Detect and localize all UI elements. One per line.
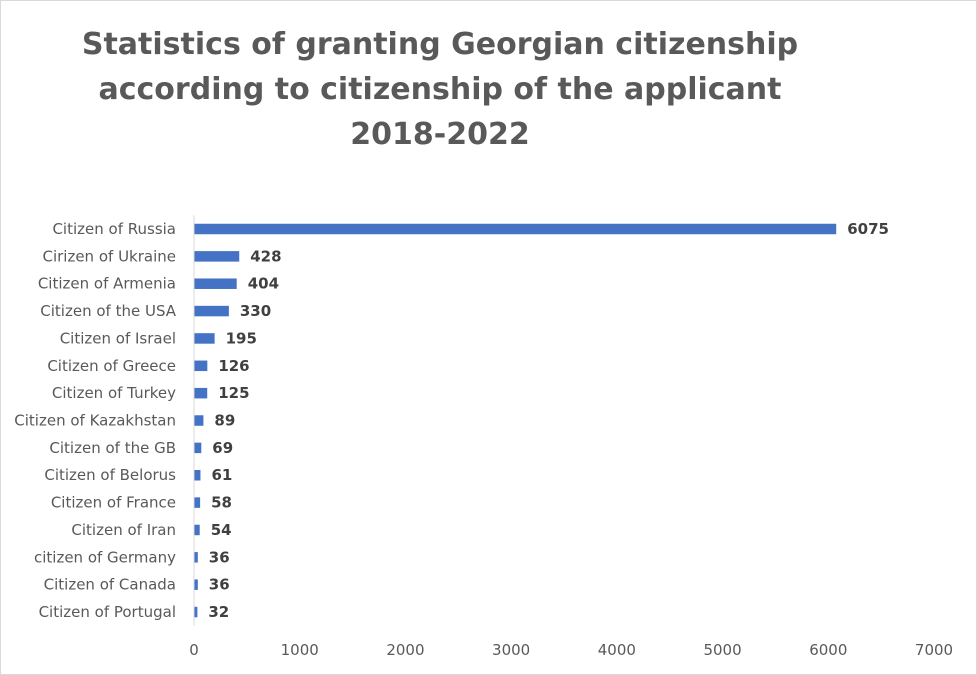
category-label: Citizen of Kazakhstan [14, 412, 176, 430]
x-tick-label: 5000 [703, 641, 741, 659]
category-label: Citizen of Greece [47, 357, 176, 375]
data-label: 404 [248, 275, 279, 293]
bar [194, 469, 201, 481]
category-label: Citizen of Israel [60, 329, 176, 347]
x-tick-label: 3000 [492, 641, 530, 659]
bar [194, 223, 837, 235]
bar [194, 415, 204, 426]
data-label: 58 [211, 494, 232, 512]
chart-title-line-3: 2018-2022 [350, 117, 530, 152]
bar [194, 305, 229, 317]
chart-title: Statistics of granting Georgian citizens… [60, 22, 820, 157]
data-labels: 6075 428 404 330 195 126 125 89 69 61 58 54 36 36 32 [208, 220, 889, 621]
data-label: 126 [218, 357, 249, 375]
x-tick-label: 7000 [915, 641, 953, 659]
data-label: 36 [209, 576, 230, 594]
x-tick-label: 6000 [809, 641, 847, 659]
data-label: 69 [212, 439, 233, 457]
data-label: 32 [208, 603, 229, 621]
category-label: citizen of Germany [34, 548, 176, 566]
category-label: Citizen of the GB [49, 439, 176, 457]
category-label: Citizen of France [51, 494, 176, 512]
bar [194, 442, 202, 454]
bar [194, 552, 198, 563]
bar [194, 251, 240, 262]
data-label: 125 [218, 384, 249, 402]
category-labels: Citizen of Russia Cirizen of Ukraine Citiz… [14, 220, 176, 621]
bar [194, 524, 200, 536]
x-tick-label: 4000 [598, 641, 636, 659]
data-label: 428 [250, 247, 281, 265]
data-label: 6075 [847, 220, 889, 238]
category-label: Citizen of Iran [71, 521, 176, 539]
category-label: Citizen of Armenia [38, 275, 176, 293]
bar-group [194, 223, 837, 618]
category-label: Citizen of Russia [52, 220, 176, 238]
data-label: 36 [209, 548, 230, 566]
bar [194, 333, 215, 344]
bar [194, 387, 208, 399]
chart-title-line-1: Statistics of granting Georgian citizens… [81, 27, 799, 62]
x-tick-label: 0 [189, 641, 199, 659]
data-label: 61 [211, 466, 232, 484]
category-label: Citizen of Belorus [44, 466, 176, 484]
x-tick-label: 2000 [386, 641, 424, 659]
chart-title-line-2: according to citizenship of the applican… [98, 72, 782, 107]
category-label: Citizen of Canada [44, 576, 176, 594]
category-label: Citizen of Portugal [39, 603, 176, 621]
data-label: 195 [226, 329, 257, 347]
bar [194, 579, 198, 590]
data-label: 330 [240, 302, 271, 320]
category-label: Citizen of Turkey [52, 384, 176, 402]
data-label: 54 [211, 521, 232, 539]
bar [194, 360, 208, 372]
bar [194, 606, 198, 618]
x-tick-label: 1000 [281, 641, 319, 659]
x-axis: 0 1000 2000 3000 4000 5000 6000 7000 [189, 215, 953, 659]
category-label: Cirizen of Ukraine [42, 247, 176, 265]
bar [194, 497, 201, 508]
bar [194, 278, 237, 289]
category-label: Citizen of the USA [40, 302, 176, 320]
data-label: 89 [214, 412, 235, 430]
